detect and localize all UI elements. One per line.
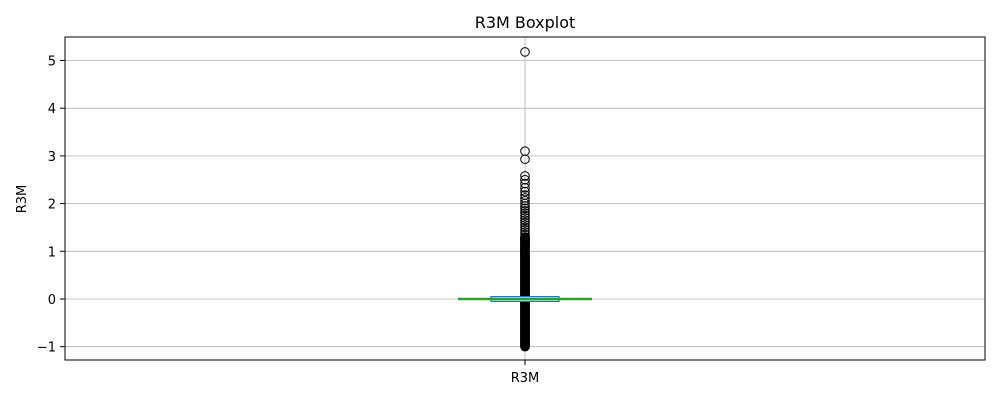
y-axis-ticks: −1 0 1 2 3 4 5	[37, 55, 65, 356]
y-axis-label: R3M	[15, 185, 30, 214]
x-axis-ticks: R3M	[511, 360, 540, 386]
y-tick-label: 2	[48, 198, 56, 213]
x-tick-label: R3M	[511, 371, 540, 386]
outlier-point	[520, 232, 530, 242]
outlier-point	[520, 198, 530, 209]
outlier-point	[520, 154, 530, 165]
outlier-point	[520, 195, 530, 206]
y-tick-label: 1	[48, 245, 56, 260]
y-tick-label: 3	[48, 150, 56, 165]
outlier-point	[520, 213, 530, 223]
outlier-point	[520, 183, 530, 193]
outlier-point	[520, 201, 530, 211]
y-tick-label: 0	[48, 293, 56, 308]
outlier-point	[520, 47, 530, 57]
outlier-point	[520, 205, 530, 216]
outlier-point	[520, 203, 530, 214]
outlier-point	[520, 215, 530, 226]
y-tick-label: 5	[48, 55, 56, 70]
box-element	[458, 296, 592, 302]
outlier-point	[520, 208, 530, 218]
outlier-point	[520, 171, 530, 181]
chart-title: R3M Boxplot	[475, 13, 576, 32]
outlier-point	[520, 210, 530, 221]
outlier-point	[520, 220, 530, 230]
outlier-point	[520, 222, 530, 233]
y-tick-label: 4	[48, 102, 56, 117]
outlier-point	[520, 217, 530, 228]
y-tick-label: −1	[37, 341, 56, 356]
